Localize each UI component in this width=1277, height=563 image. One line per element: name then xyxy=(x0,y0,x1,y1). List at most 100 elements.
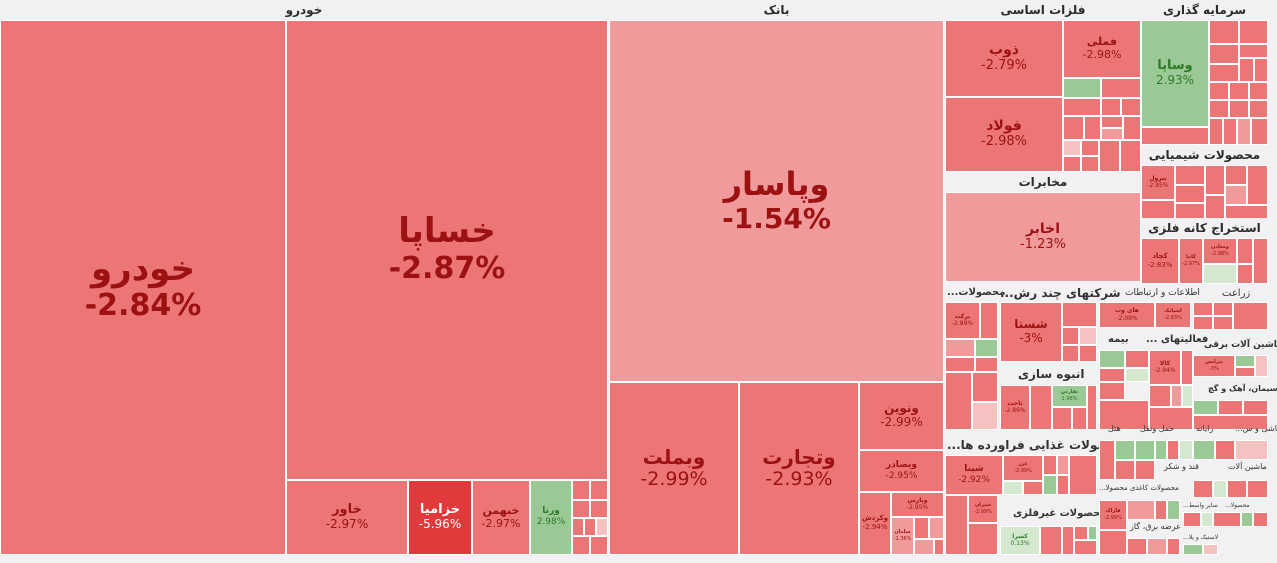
tile-small[interactable] xyxy=(1209,82,1229,100)
tile-small[interactable] xyxy=(1079,327,1097,345)
tile-small[interactable] xyxy=(1243,400,1268,415)
tile-khbahman[interactable]: خبهمن -2.97% xyxy=(472,480,530,555)
tile-small[interactable] xyxy=(1205,165,1225,195)
tile-small[interactable] xyxy=(1183,544,1203,555)
tile-small[interactable] xyxy=(1249,100,1268,118)
tile-vpasar[interactable]: وپاسار -1.54% xyxy=(609,20,944,382)
tile-small[interactable] xyxy=(1062,345,1079,362)
tile-small[interactable] xyxy=(1101,128,1123,140)
tile-small[interactable] xyxy=(1057,475,1069,495)
tile-small[interactable] xyxy=(1223,118,1237,145)
tile-small[interactable] xyxy=(1062,327,1079,345)
tile-zob[interactable]: ذوب -2.79% xyxy=(945,20,1063,97)
tile-kchad[interactable]: کچاد -2.83% xyxy=(1141,238,1179,284)
tile-small[interactable] xyxy=(1099,350,1125,368)
tile-khsapa[interactable]: خساپا -2.87% xyxy=(286,20,608,480)
tile-small[interactable] xyxy=(1215,440,1235,460)
tile-small[interactable] xyxy=(945,339,975,357)
tile-small[interactable] xyxy=(929,517,944,539)
tile-small[interactable] xyxy=(1127,538,1147,555)
tile-small[interactable] xyxy=(1063,156,1081,172)
tile-shpna[interactable]: شپنا -2.92% xyxy=(945,455,1003,495)
tile-small[interactable] xyxy=(1251,118,1268,145)
tile-small[interactable] xyxy=(1099,530,1127,555)
tile-small[interactable] xyxy=(1057,455,1069,475)
tile-small[interactable] xyxy=(1237,264,1253,284)
tile-small[interactable] xyxy=(590,536,608,555)
tile-small[interactable] xyxy=(1254,58,1268,82)
tile-small[interactable] xyxy=(1247,165,1268,205)
tile-small[interactable] xyxy=(1193,440,1215,460)
tile-small[interactable] xyxy=(1040,526,1062,555)
tile-small[interactable] xyxy=(1213,302,1233,316)
tile-small[interactable] xyxy=(1182,385,1193,407)
tile-small[interactable] xyxy=(1237,238,1253,264)
tile-small[interactable] xyxy=(1115,440,1135,460)
tile-vmaaden[interactable]: ومعادن -2.98% xyxy=(1203,238,1237,264)
tile-small[interactable] xyxy=(934,539,944,555)
tile-asiatek[interactable]: اسیاتک -2.83% xyxy=(1155,302,1191,328)
tile-small[interactable] xyxy=(1069,455,1097,495)
tile-small[interactable] xyxy=(1115,460,1135,480)
tile-small[interactable] xyxy=(1099,140,1120,172)
tile-vbmellat[interactable]: وبملت -2.99% xyxy=(609,382,739,555)
tile-small[interactable] xyxy=(1241,512,1253,527)
tile-small[interactable] xyxy=(1239,20,1268,44)
tile-small[interactable] xyxy=(1203,264,1237,284)
tile-khavar[interactable]: خاور -2.97% xyxy=(286,480,408,555)
tile-small[interactable] xyxy=(1099,382,1125,400)
tile-vbsader[interactable]: وبصادر -2.95% xyxy=(859,450,944,492)
tile-small[interactable] xyxy=(1167,500,1180,520)
tile-small[interactable] xyxy=(1003,481,1023,495)
tile-small[interactable] xyxy=(1175,185,1205,203)
tile-small[interactable] xyxy=(1121,98,1141,116)
tile-small[interactable] xyxy=(1147,538,1167,555)
tile-sfars[interactable]: ثفارس 2.98% xyxy=(1052,385,1087,407)
tile-small[interactable] xyxy=(1171,385,1182,407)
tile-small[interactable] xyxy=(1239,44,1268,58)
tile-betrol[interactable]: بترول -2.95% xyxy=(1141,165,1175,200)
tile-small[interactable] xyxy=(1074,540,1097,555)
tile-small[interactable] xyxy=(1209,64,1239,82)
tile-small[interactable] xyxy=(1167,440,1179,460)
tile-small[interactable] xyxy=(1179,440,1193,460)
tile-small[interactable] xyxy=(1052,407,1072,430)
tile-small[interactable] xyxy=(1125,368,1149,382)
tile-small[interactable] xyxy=(1229,100,1249,118)
tile-small[interactable] xyxy=(572,518,584,536)
tile-small[interactable] xyxy=(1253,238,1268,284)
tile-saman[interactable]: سامان -1.36% xyxy=(891,517,914,555)
tile-small[interactable] xyxy=(1081,156,1099,172)
tile-small[interactable] xyxy=(1203,544,1218,555)
tile-small[interactable] xyxy=(572,500,590,518)
tile-small[interactable] xyxy=(1213,316,1233,330)
tile-small[interactable] xyxy=(945,372,972,430)
tile-haiweb[interactable]: های وب -2.09% xyxy=(1099,302,1155,328)
tile-farak[interactable]: فاراک -2.99% xyxy=(1099,500,1127,530)
tile-small[interactable] xyxy=(1125,350,1149,368)
tile-fameli[interactable]: فملی -2.98% xyxy=(1063,20,1141,78)
tile-small[interactable] xyxy=(1030,385,1052,430)
tile-small[interactable] xyxy=(972,402,998,430)
tile-khzamia[interactable]: خزامیا -5.96% xyxy=(408,480,472,555)
tile-small[interactable] xyxy=(1063,140,1081,156)
tile-small[interactable] xyxy=(1023,481,1043,495)
tile-small[interactable] xyxy=(1213,480,1227,498)
tile-small[interactable] xyxy=(1043,455,1057,475)
tile-small[interactable] xyxy=(1209,118,1223,145)
tile-small[interactable] xyxy=(1227,480,1247,498)
tile-vsapa[interactable]: وساپا 2.93% xyxy=(1141,20,1209,127)
tile-vpars[interactable]: وپارس -2.95% xyxy=(891,492,944,517)
tile-small[interactable] xyxy=(1120,140,1141,172)
tile-shasta[interactable]: شستا -3% xyxy=(1000,302,1062,362)
tile-kama[interactable]: کاما -2.97% xyxy=(1179,238,1203,284)
tile-small[interactable] xyxy=(1225,165,1247,185)
tile-khodro[interactable]: خودرو -2.84% xyxy=(0,20,286,555)
tile-small[interactable] xyxy=(1205,195,1225,220)
tile-small[interactable] xyxy=(590,480,608,500)
tile-small[interactable] xyxy=(1063,98,1101,116)
tile-small[interactable] xyxy=(975,357,998,372)
tile-sakht[interactable]: ثاخت -2.86% xyxy=(1000,385,1030,430)
tile-small[interactable] xyxy=(1149,385,1171,407)
tile-vtejarat[interactable]: وتجارت -2.93% xyxy=(739,382,859,555)
